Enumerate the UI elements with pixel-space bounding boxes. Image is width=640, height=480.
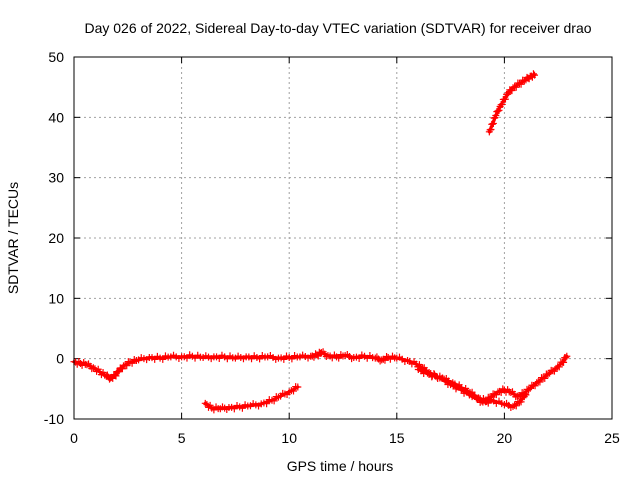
data-point <box>533 379 541 387</box>
data-point <box>504 90 512 98</box>
x-tick-label: 10 <box>281 430 297 446</box>
series-track-main <box>70 348 571 405</box>
data-point <box>123 362 131 370</box>
data-point <box>562 354 570 362</box>
data-point <box>512 402 520 410</box>
data-point <box>294 383 302 391</box>
y-tick-label: 0 <box>56 351 64 367</box>
y-axis-label: SDTVAR / TECUs <box>5 182 21 294</box>
series-track-high-arc <box>485 70 539 136</box>
data-point <box>512 83 520 91</box>
data-point <box>495 106 503 114</box>
data-point <box>112 372 120 380</box>
y-tick-label: 50 <box>48 49 64 65</box>
data-point <box>560 358 568 366</box>
x-axis-ticks: 0 5 10 15 20 25 <box>70 57 620 446</box>
data-point <box>544 370 552 378</box>
data-point <box>517 80 525 88</box>
series-track-lower-branch <box>414 366 530 411</box>
data-point <box>529 70 537 78</box>
data-point <box>114 368 122 376</box>
data-point <box>290 387 298 395</box>
data-point <box>83 361 91 369</box>
data-point <box>159 355 167 363</box>
data-point <box>484 399 492 407</box>
data-point <box>124 358 132 366</box>
data-point <box>541 374 549 382</box>
data-point <box>501 95 509 103</box>
data-point <box>335 354 343 362</box>
data-point <box>201 399 209 407</box>
data-point <box>371 354 379 362</box>
data-point <box>89 364 97 372</box>
plot-frame <box>73 56 613 420</box>
data-point <box>525 386 533 394</box>
data-point <box>355 354 363 362</box>
data-point <box>563 352 571 360</box>
grid-lines <box>74 57 612 419</box>
data-point <box>531 382 539 390</box>
series-track-early-arc <box>201 383 302 414</box>
data-series <box>70 70 571 414</box>
data-point <box>555 363 563 371</box>
data-point <box>531 71 539 79</box>
data-point <box>515 80 523 88</box>
data-point <box>522 391 530 399</box>
data-point <box>487 125 495 133</box>
x-tick-label: 25 <box>604 430 620 446</box>
data-point <box>383 352 391 360</box>
data-point <box>128 359 136 367</box>
data-point <box>492 112 500 120</box>
data-point <box>552 364 560 372</box>
y-axis-ticks: -10 0 10 20 30 40 50 <box>44 49 612 427</box>
chart-title: Day 026 of 2022, Sidereal Day-to-day VTE… <box>84 20 591 36</box>
y-tick-label: 10 <box>48 290 64 306</box>
data-point <box>121 361 129 369</box>
data-point <box>536 378 544 386</box>
x-tick-label: 0 <box>70 430 78 446</box>
y-tick-label: 20 <box>48 230 64 246</box>
x-tick-label: 5 <box>178 430 186 446</box>
data-point <box>494 107 502 115</box>
data-point <box>263 400 271 408</box>
x-tick-label: 15 <box>389 430 405 446</box>
y-tick-label: 40 <box>48 109 64 125</box>
data-point <box>498 100 506 108</box>
y-tick-label: -10 <box>44 411 64 427</box>
x-axis-label: GPS time / hours <box>287 458 394 474</box>
data-point <box>489 119 497 127</box>
data-point <box>517 398 525 406</box>
x-tick-label: 20 <box>497 430 513 446</box>
data-point <box>270 397 278 405</box>
data-point <box>238 404 246 412</box>
data-point <box>317 349 325 357</box>
y-tick-label: 30 <box>48 170 64 186</box>
data-point <box>499 385 507 393</box>
